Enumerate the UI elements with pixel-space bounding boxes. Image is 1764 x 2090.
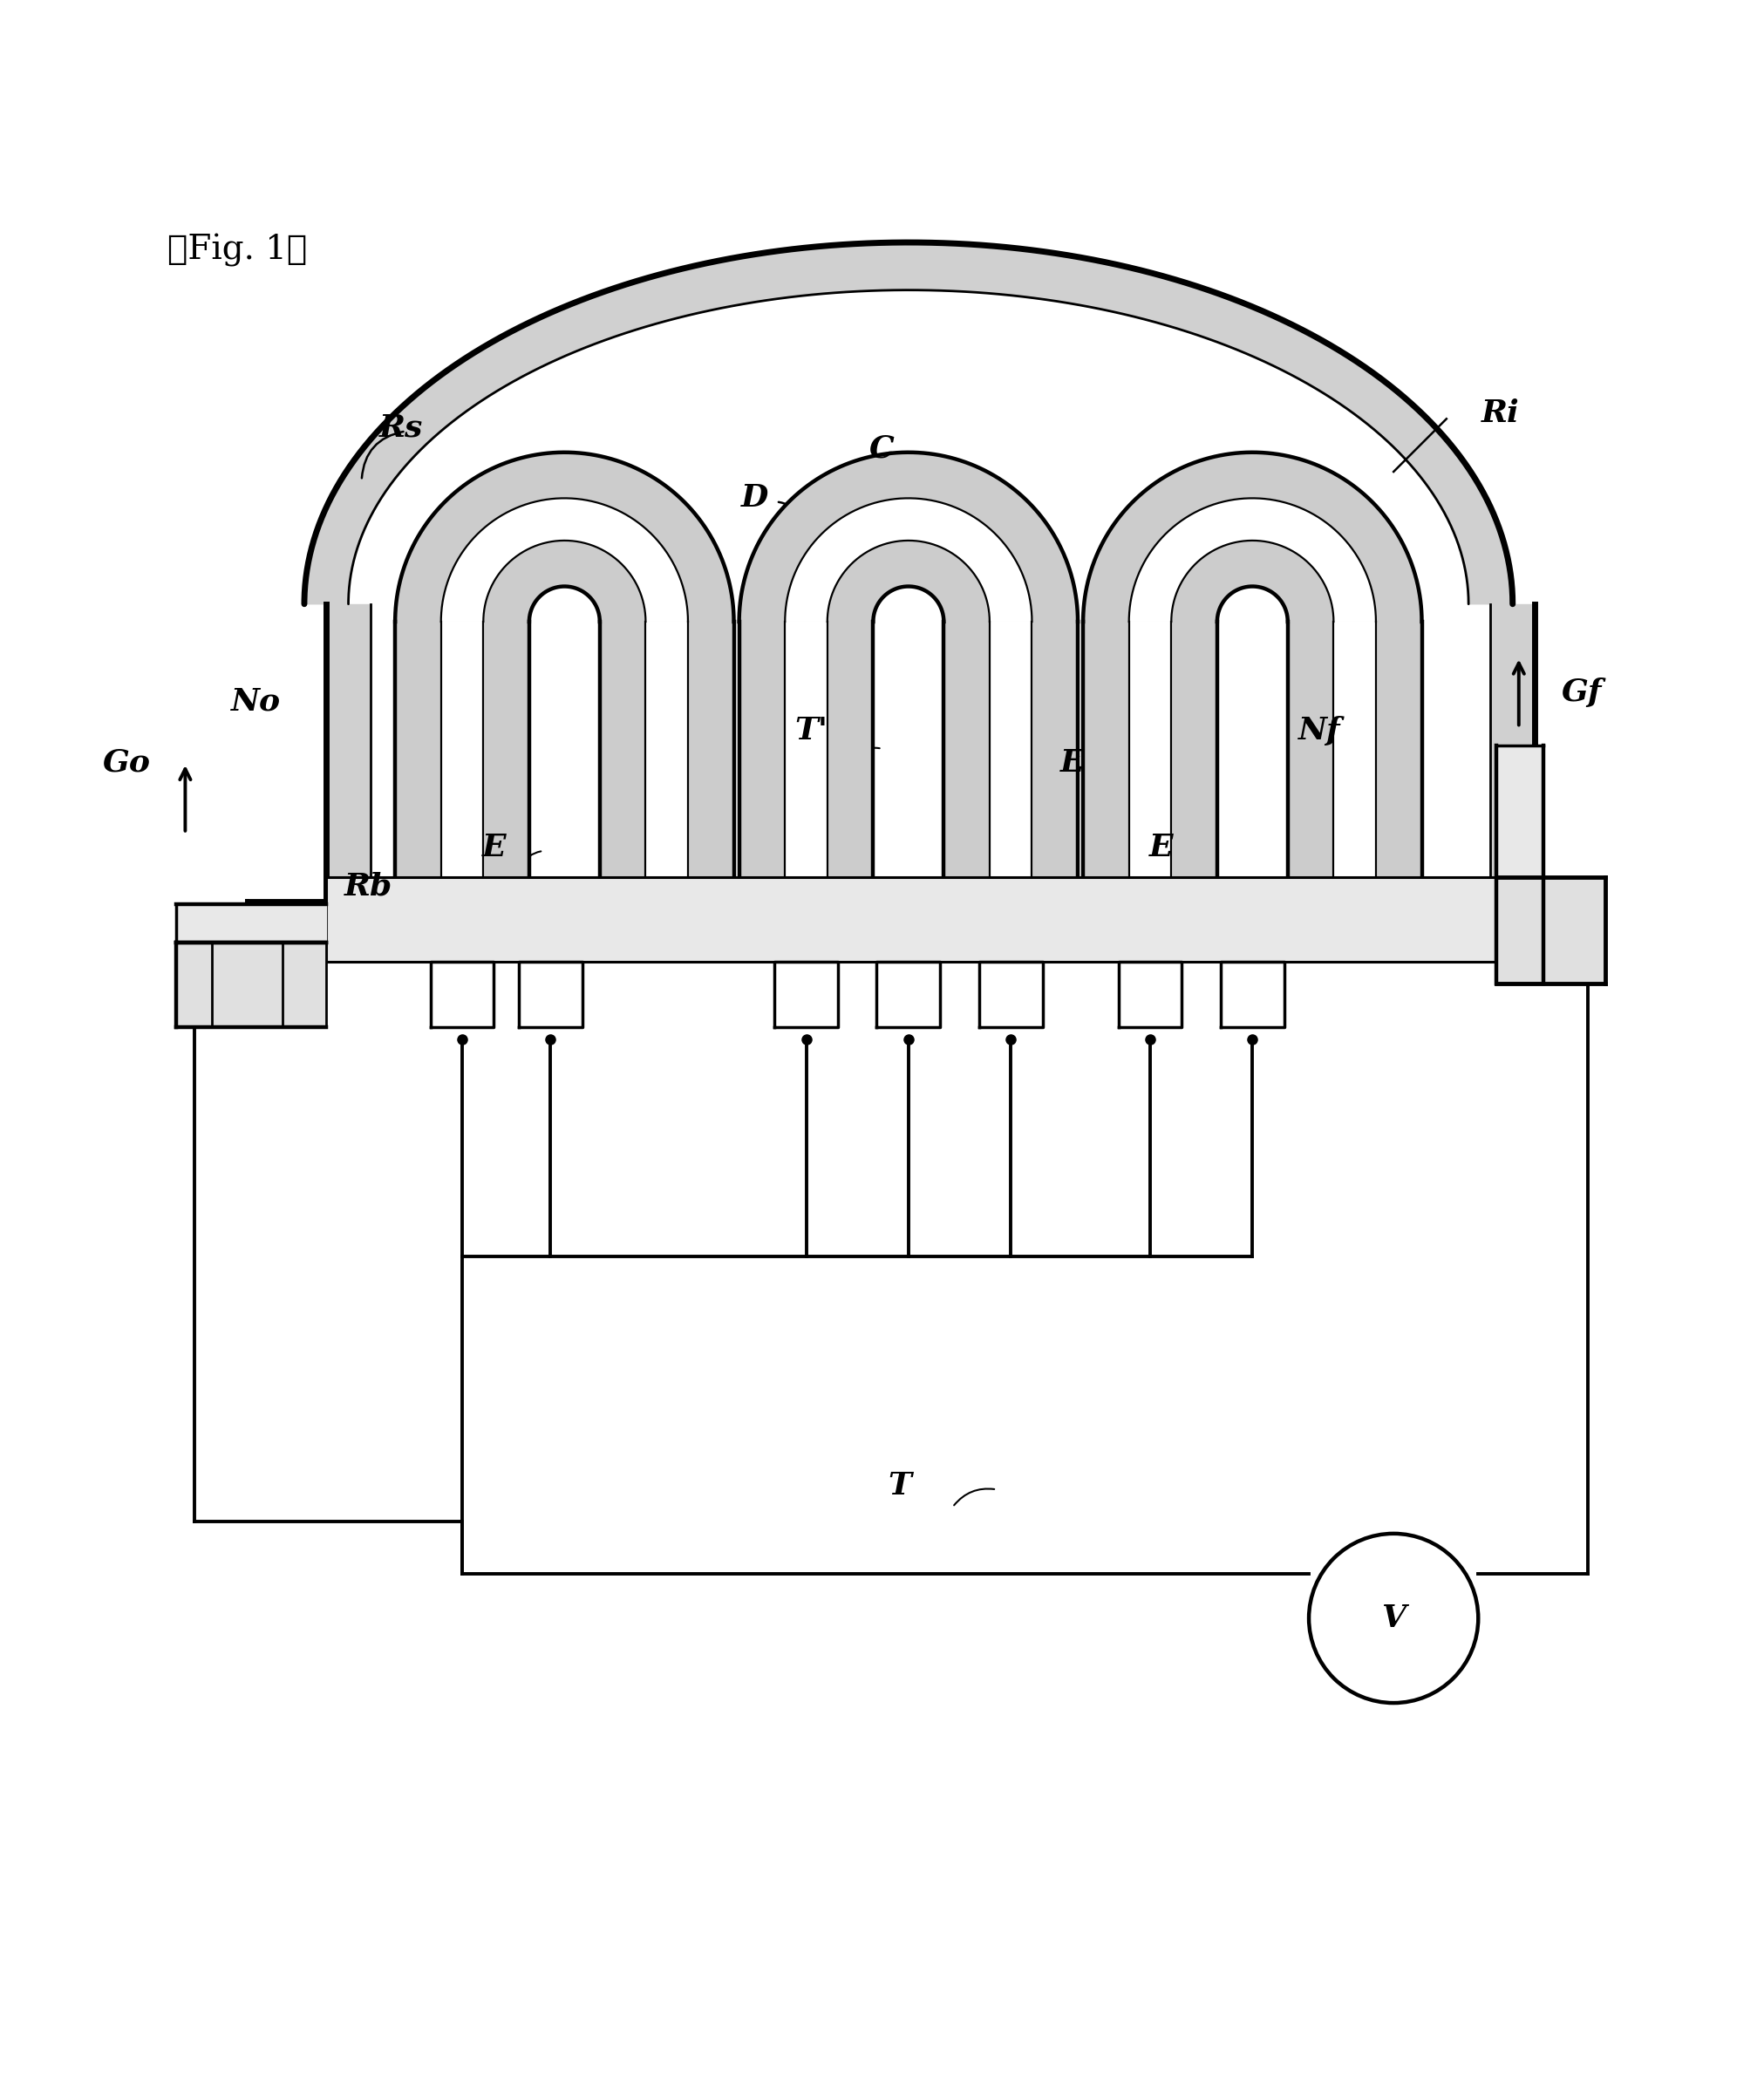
Polygon shape [1288, 621, 1422, 903]
Text: C: C [870, 435, 894, 464]
Text: 【Fig. 1】: 【Fig. 1】 [168, 234, 307, 268]
Text: Go: Go [102, 748, 152, 777]
Polygon shape [441, 621, 483, 903]
Polygon shape [395, 621, 529, 903]
Polygon shape [1496, 878, 1605, 982]
Polygon shape [303, 242, 1512, 604]
Polygon shape [1496, 746, 1544, 982]
Polygon shape [326, 604, 370, 922]
Polygon shape [1083, 451, 1422, 621]
Polygon shape [979, 961, 1043, 1028]
Polygon shape [600, 621, 734, 903]
Polygon shape [739, 621, 873, 903]
Polygon shape [1129, 497, 1376, 621]
Circle shape [1309, 1534, 1478, 1703]
Polygon shape [326, 878, 1535, 961]
Polygon shape [1491, 604, 1535, 922]
Text: V: V [1381, 1603, 1406, 1632]
Polygon shape [1083, 621, 1217, 903]
Text: Nf: Nf [1298, 717, 1341, 746]
Polygon shape [176, 943, 326, 1028]
Text: Rb: Rb [344, 872, 392, 901]
Polygon shape [519, 961, 582, 1028]
Text: E: E [482, 832, 506, 863]
Text: Gf: Gf [1561, 677, 1602, 706]
Polygon shape [441, 497, 688, 621]
Text: No: No [231, 686, 280, 717]
Polygon shape [785, 621, 827, 903]
Polygon shape [1118, 961, 1182, 1028]
Polygon shape [646, 621, 688, 903]
Polygon shape [1334, 621, 1376, 903]
Text: Ri: Ri [1482, 399, 1521, 428]
Polygon shape [877, 961, 940, 1028]
Polygon shape [785, 497, 1032, 621]
Text: Rs: Rs [379, 414, 423, 443]
Text: T: T [887, 1471, 912, 1501]
Polygon shape [739, 451, 1078, 621]
Polygon shape [774, 961, 838, 1028]
Text: E: E [1060, 748, 1085, 777]
Polygon shape [944, 621, 1078, 903]
Polygon shape [1221, 961, 1284, 1028]
Polygon shape [395, 451, 734, 621]
Polygon shape [176, 903, 326, 943]
Text: T': T' [796, 717, 827, 746]
Polygon shape [1129, 621, 1171, 903]
Polygon shape [247, 901, 1596, 938]
Text: D: D [741, 483, 769, 512]
Polygon shape [430, 961, 494, 1028]
Text: E: E [1148, 832, 1173, 863]
Polygon shape [990, 621, 1032, 903]
